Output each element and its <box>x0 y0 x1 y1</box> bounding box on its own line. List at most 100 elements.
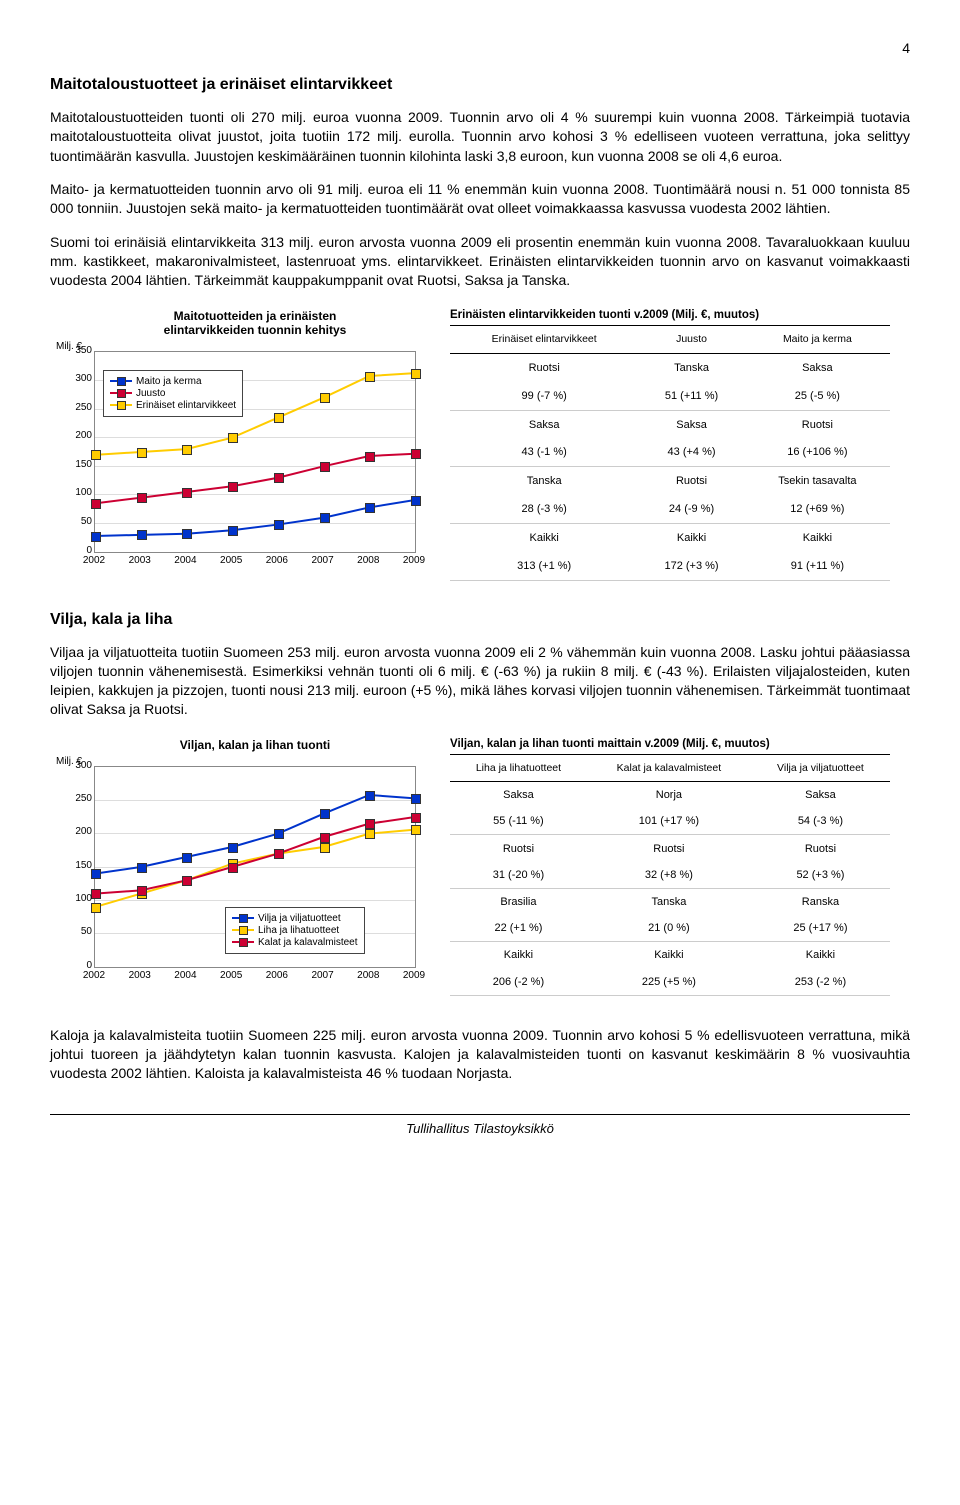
marker <box>411 825 421 835</box>
xtick: 2002 <box>74 970 114 981</box>
table-header: Maito ja kerma <box>745 326 890 354</box>
marker <box>365 372 375 382</box>
marker <box>137 863 147 873</box>
table-row: 99 (-7 %)51 (+11 %)25 (-5 %) <box>450 382 890 410</box>
marker <box>411 496 421 506</box>
marker <box>137 493 147 503</box>
marker <box>320 513 330 523</box>
table-row: 55 (-11 %)101 (+17 %)54 (-3 %) <box>450 808 890 835</box>
table-header: Erinäiset elintarvikkeet <box>450 326 638 354</box>
ytick: 200 <box>62 430 92 441</box>
table-cell: Ranska <box>751 888 890 915</box>
chart2: Milj. € Vilja ja viljatuotteetLiha ja li… <box>50 756 430 996</box>
marker <box>137 530 147 540</box>
xtick: 2007 <box>303 970 343 981</box>
table-cell: Saksa <box>450 410 638 438</box>
ytick: 300 <box>62 760 92 771</box>
ytick: 250 <box>62 402 92 413</box>
table-cell: 54 (-3 %) <box>751 808 890 835</box>
xtick: 2009 <box>394 555 434 566</box>
chart1-plot: Maito ja kermaJuustoErinäiset elintarvik… <box>94 351 416 553</box>
marker <box>411 369 421 379</box>
marker <box>411 794 421 804</box>
ytick: 100 <box>62 893 92 904</box>
footer: Tullihallitus Tilastoyksikkö <box>50 1114 910 1136</box>
xtick: 2007 <box>303 555 343 566</box>
xtick: 2006 <box>257 970 297 981</box>
table-cell: 225 (+5 %) <box>587 969 751 996</box>
marker <box>365 819 375 829</box>
table-row: KaikkiKaikkiKaikki <box>450 523 890 551</box>
table-cell: Ruotsi <box>751 835 890 862</box>
marker <box>320 809 330 819</box>
table-cell: Saksa <box>745 354 890 382</box>
table-cell: 28 (-3 %) <box>450 495 638 523</box>
table-row: TanskaRuotsiTsekin tasavalta <box>450 467 890 495</box>
table-cell: Brasilia <box>450 888 587 915</box>
marker <box>228 863 238 873</box>
xtick: 2003 <box>120 555 160 566</box>
section1-heading: Maitotaloustuotteet ja erinäiset elintar… <box>50 76 910 94</box>
table-cell: 25 (+17 %) <box>751 915 890 942</box>
table-row: RuotsiTanskaSaksa <box>450 354 890 382</box>
page-number: 4 <box>50 40 910 56</box>
xtick: 2005 <box>211 555 251 566</box>
table2: Viljan, kalan ja lihan tuonti maittain v… <box>450 738 890 996</box>
marker <box>274 473 284 483</box>
ytick: 200 <box>62 826 92 837</box>
marker <box>182 853 192 863</box>
table-cell: Ruotsi <box>745 410 890 438</box>
marker <box>365 452 375 462</box>
section1-p3: Suomi toi erinäisiä elintarvikkeita 313 … <box>50 233 910 291</box>
section1-p1: Maitotaloustuotteiden tuonti oli 270 mil… <box>50 108 910 166</box>
table-cell: 21 (0 %) <box>587 915 751 942</box>
marker <box>91 889 101 899</box>
row2: Viljan, kalan ja lihan tuonti Milj. € Vi… <box>50 738 910 996</box>
table-cell: 55 (-11 %) <box>450 808 587 835</box>
marker <box>274 849 284 859</box>
chart2-box: Viljan, kalan ja lihan tuonti Milj. € Vi… <box>50 738 430 996</box>
table-cell: Ruotsi <box>450 835 587 862</box>
table-cell: Saksa <box>638 410 744 438</box>
xtick: 2004 <box>165 970 205 981</box>
ytick: 150 <box>62 459 92 470</box>
table-cell: 31 (-20 %) <box>450 862 587 889</box>
xtick: 2009 <box>394 970 434 981</box>
table-cell: Ruotsi <box>450 354 638 382</box>
table-cell: 253 (-2 %) <box>751 969 890 996</box>
table-cell: 25 (-5 %) <box>745 382 890 410</box>
table-cell: Tsekin tasavalta <box>745 467 890 495</box>
marker <box>365 503 375 513</box>
table-cell: Kaikki <box>587 942 751 969</box>
xtick: 2003 <box>120 970 160 981</box>
table-cell: 32 (+8 %) <box>587 862 751 889</box>
xtick: 2004 <box>165 555 205 566</box>
table-cell: 206 (-2 %) <box>450 969 587 996</box>
table-cell: Kaikki <box>745 523 890 551</box>
legend-label: Vilja ja viljatuotteet <box>258 913 341 924</box>
marker <box>91 450 101 460</box>
table-header: Vilja ja viljatuotteet <box>751 755 890 782</box>
table-cell: Kaikki <box>638 523 744 551</box>
table-cell: Ruotsi <box>638 467 744 495</box>
section2-p1: Viljaa ja viljatuotteita tuotiin Suomeen… <box>50 643 910 720</box>
table-row: RuotsiRuotsiRuotsi <box>450 835 890 862</box>
table-row: BrasiliaTanskaRanska <box>450 888 890 915</box>
legend: Maito ja kermaJuustoErinäiset elintarvik… <box>103 370 243 417</box>
table-cell: 51 (+11 %) <box>638 382 744 410</box>
marker <box>91 903 101 913</box>
table2-caption: Viljan, kalan ja lihan tuonti maittain v… <box>450 738 890 755</box>
table-cell: 101 (+17 %) <box>587 808 751 835</box>
chart1: Milj. € Maito ja kermaJuustoErinäiset el… <box>50 341 430 581</box>
chart2-plot: Vilja ja viljatuotteetLiha ja lihatuotte… <box>94 766 416 968</box>
marker <box>91 869 101 879</box>
table-cell: 91 (+11 %) <box>745 552 890 580</box>
table-cell: 99 (-7 %) <box>450 382 638 410</box>
marker <box>228 843 238 853</box>
table-row: SaksaNorjaSaksa <box>450 781 890 808</box>
marker <box>320 833 330 843</box>
table1-caption: Erinäisten elintarvikkeiden tuonti v.200… <box>450 309 890 326</box>
table-cell: 16 (+106 %) <box>745 439 890 467</box>
table-cell: Saksa <box>450 781 587 808</box>
marker <box>411 449 421 459</box>
